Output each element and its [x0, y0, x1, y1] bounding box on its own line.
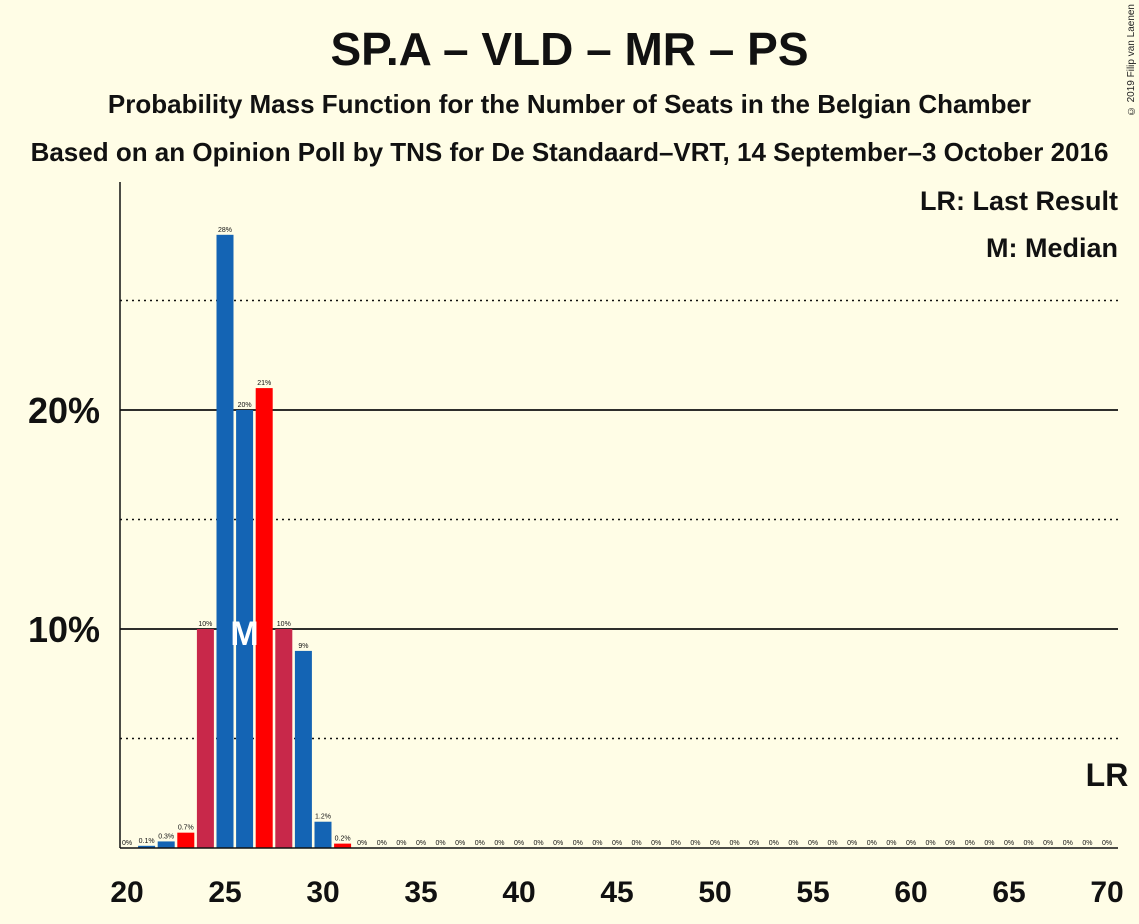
bar-data-label: 1.2% [315, 814, 331, 821]
x-tick-label: 20 [110, 876, 143, 909]
bar-data-label: 21% [257, 380, 271, 387]
bar-data-label: 0.2% [335, 836, 351, 843]
bar-data-label: 0% [926, 840, 936, 847]
bar-data-label: 0% [749, 840, 759, 847]
chart-subtitle: Probability Mass Function for the Number… [107, 89, 1032, 119]
bar-data-label: 10% [198, 621, 212, 628]
bars [138, 234, 352, 849]
bar-data-label: 0% [475, 840, 485, 847]
bar-data-label: 0% [906, 840, 916, 847]
bar-data-label: 0% [514, 840, 524, 847]
bar [196, 629, 214, 848]
bar-data-label: 0% [632, 840, 642, 847]
bar-data-label: 0% [122, 840, 132, 847]
y-tick-label: 20% [28, 390, 100, 431]
x-tick-label: 30 [306, 876, 339, 909]
bar-data-label: 0% [965, 840, 975, 847]
y-axis-ticks: 10% 20% [28, 390, 100, 650]
chart-source: Based on an Opinion Poll by TNS for De S… [30, 137, 1109, 167]
bar-data-label: 0% [945, 840, 955, 847]
bar-data-label: 0% [690, 840, 700, 847]
bar-data-label: 0% [847, 840, 857, 847]
x-tick-label: 45 [600, 876, 633, 909]
bar-data-label: 0% [671, 840, 681, 847]
bar-data-label: 0% [1102, 840, 1112, 847]
bar-data-label: 0% [436, 840, 446, 847]
bar-data-label: 0% [1024, 840, 1034, 847]
bar-data-label: 10% [277, 621, 291, 628]
bar [314, 821, 332, 848]
bar-data-label: 0% [769, 840, 779, 847]
bar [216, 234, 234, 849]
x-tick-label: 35 [404, 876, 437, 909]
bar-data-label: 0% [828, 840, 838, 847]
bar [275, 629, 293, 848]
bar-data-label: 0.7% [178, 825, 194, 832]
x-tick-label: 60 [894, 876, 927, 909]
bar-data-label: 0% [886, 840, 896, 847]
x-tick-label: 65 [992, 876, 1025, 909]
bar-data-label: 0% [377, 840, 387, 847]
bar [334, 843, 352, 848]
bar-data-label: 0% [867, 840, 877, 847]
x-tick-label: 25 [208, 876, 241, 909]
bar [138, 845, 156, 848]
bar-data-label: 0% [455, 840, 465, 847]
legend-last-result: LR: Last Result [920, 186, 1118, 216]
bar-data-label: 20% [238, 402, 252, 409]
bar-data-label: 9% [298, 643, 308, 650]
bar-data-label: 0.1% [139, 838, 155, 845]
bar-data-label: 0% [788, 840, 798, 847]
bar-data-label: 0% [396, 840, 406, 847]
bar-data-label: 0% [553, 840, 563, 847]
bar-labels: 0% 0.1%0.3% 0.7% 10% 28% 20% 21% 10% 9% 1.2% 0.2% 0… [122, 227, 1112, 847]
bar [255, 388, 273, 848]
bar-data-label: 0% [1043, 840, 1053, 847]
median-marker: M [230, 615, 258, 653]
bar-data-label: 0% [1082, 840, 1092, 847]
last-result-marker: LR [1086, 757, 1129, 793]
chart-title: SP.A – VLD – MR – PS [330, 23, 809, 75]
bar-data-label: 28% [218, 227, 232, 234]
bar-data-label: 0% [808, 840, 818, 847]
bar [236, 410, 254, 848]
bar-data-label: 0% [1004, 840, 1014, 847]
bar-data-label: 0.3% [158, 833, 174, 840]
bar-data-label: 0% [534, 840, 544, 847]
bar-data-label: 0% [612, 840, 622, 847]
bar-data-label: 0% [730, 840, 740, 847]
bar-data-label: 0% [416, 840, 426, 847]
bar-data-label: 0% [651, 840, 661, 847]
x-tick-label: 70 [1090, 876, 1123, 909]
bar [294, 650, 312, 848]
bar-data-label: 0% [984, 840, 994, 847]
bar [177, 832, 195, 848]
x-tick-label: 55 [796, 876, 829, 909]
bar-data-label: 0% [592, 840, 602, 847]
legend-median: M: Median [986, 233, 1118, 263]
x-tick-label: 40 [502, 876, 535, 909]
bar-data-label: 0% [573, 840, 583, 847]
bar-data-label: 0% [710, 840, 720, 847]
y-tick-label: 10% [28, 609, 100, 650]
bar-data-label: 0% [357, 840, 367, 847]
x-tick-label: 50 [698, 876, 731, 909]
x-axis-ticks: 20 25 30 35 40 45 50 55 60 65 70 [110, 876, 1123, 909]
bar [157, 841, 175, 848]
bar-data-label: 0% [494, 840, 504, 847]
bar-data-label: 0% [1063, 840, 1073, 847]
